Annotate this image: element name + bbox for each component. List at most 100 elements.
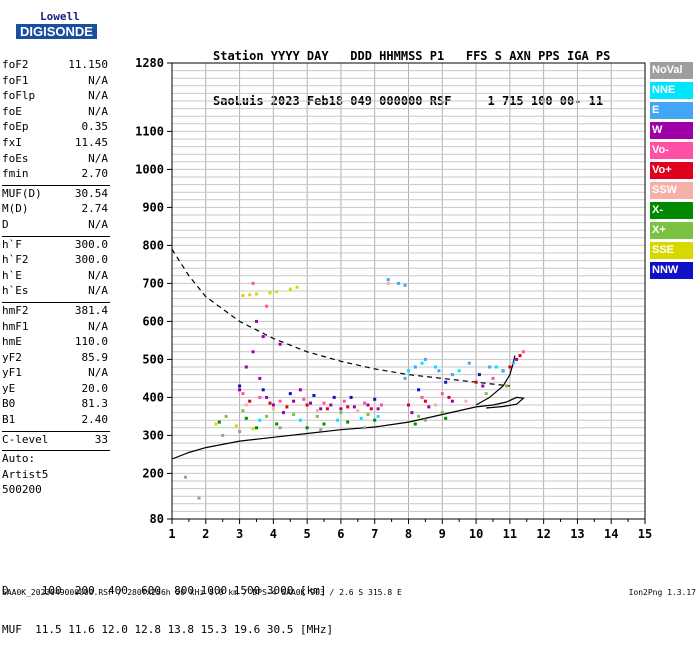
point-noval bbox=[238, 430, 242, 434]
param-row-hmf1: hmF1 N/A bbox=[2, 320, 110, 336]
param-value: 33 bbox=[94, 432, 108, 446]
divider bbox=[2, 430, 110, 432]
point-sse bbox=[288, 287, 292, 291]
point-x bbox=[292, 413, 296, 416]
param-row-yf2: yF2 85.9 bbox=[2, 351, 110, 367]
muf-row: MUF 11.5 11.6 12.0 12.8 13.8 15.3 19.6 3… bbox=[2, 623, 334, 636]
point-x bbox=[417, 414, 421, 418]
point-noval bbox=[221, 433, 225, 437]
point-w bbox=[481, 384, 485, 388]
point-w bbox=[298, 388, 302, 392]
y-tick-label: 500 bbox=[142, 352, 164, 366]
param-value: 2.70 bbox=[81, 167, 109, 181]
point-ssw bbox=[386, 281, 390, 285]
point-e bbox=[413, 365, 417, 369]
point-w bbox=[282, 411, 285, 415]
point-noval bbox=[363, 426, 367, 430]
chart-grid bbox=[172, 63, 645, 519]
param-row-foep: foEp 0.35 bbox=[2, 120, 110, 136]
param-key: yE bbox=[2, 381, 16, 395]
point-e bbox=[403, 283, 407, 287]
param-value: 300.0 bbox=[74, 237, 108, 251]
x-tick-label: 5 bbox=[304, 527, 311, 541]
param-key: D bbox=[2, 217, 9, 231]
point-x bbox=[255, 426, 258, 430]
point-w bbox=[366, 403, 370, 407]
point-ssw bbox=[315, 409, 319, 413]
param-key: foEp bbox=[2, 120, 29, 134]
point-w bbox=[410, 411, 414, 415]
point-x bbox=[265, 414, 269, 418]
point-nne bbox=[376, 414, 380, 418]
point-e bbox=[467, 361, 471, 365]
point-e bbox=[396, 281, 400, 285]
point-nne bbox=[494, 365, 498, 369]
y-tick-label: 80 bbox=[150, 512, 164, 526]
param-row-md: M(D) 2.74 bbox=[2, 202, 110, 218]
point-ssw bbox=[356, 409, 360, 413]
point-noval bbox=[184, 475, 187, 479]
param-row-mufd: MUF(D) 30.54 bbox=[2, 187, 110, 203]
point-e bbox=[437, 369, 441, 373]
param-row-fxi: fxI 11.45 bbox=[2, 136, 110, 152]
point-vo bbox=[268, 401, 272, 405]
point-w bbox=[244, 365, 248, 369]
point-w bbox=[339, 407, 343, 411]
point-sse bbox=[234, 424, 238, 428]
point-nne bbox=[407, 369, 410, 373]
chart-axes: 1 2 3 4 5 6 7 8 9 10 11 12 13 14 158020030040050060070… bbox=[135, 56, 652, 541]
point-x bbox=[241, 409, 245, 413]
param-key: foF1 bbox=[2, 73, 29, 87]
point-ssw bbox=[464, 399, 468, 403]
header-line-1: Station YYYY DAY DDD HHMMSS P1 FFS S AXN… bbox=[213, 49, 611, 63]
x-tick-label: 3 bbox=[236, 527, 243, 541]
param-row-foe: foE N/A bbox=[2, 105, 110, 121]
param-key: C-level bbox=[2, 432, 49, 446]
param-value: N/A bbox=[88, 366, 108, 380]
param-value: N/A bbox=[88, 268, 108, 282]
logo-maker: Lowell bbox=[40, 10, 80, 23]
point-nnw bbox=[417, 388, 421, 392]
point-vo bbox=[241, 392, 245, 396]
point-sse bbox=[275, 290, 279, 294]
point-vo bbox=[420, 395, 424, 399]
param-key: yF1 bbox=[2, 366, 22, 380]
ionogram-chart: 1 2 3 4 5 6 7 8 9 10 11 12 13 14 158020030040050060070… bbox=[135, 56, 652, 541]
point-nne bbox=[258, 418, 262, 422]
point-vo bbox=[491, 376, 495, 380]
param-group-profile: hmF2 381.4 hmF1 N/A hmE 110.0 yF2 85.9 yF1 N/A yE 2… bbox=[2, 304, 110, 429]
point-vo bbox=[346, 405, 350, 409]
point-e bbox=[403, 376, 407, 380]
point-x bbox=[315, 414, 319, 418]
param-row-hf: h`F 300.0 bbox=[2, 238, 110, 254]
x-tick-label: 13 bbox=[570, 527, 584, 541]
point-nnw bbox=[261, 388, 265, 392]
param-row-hmf2: hmF2 381.4 bbox=[2, 304, 110, 320]
autoscale-version: 500200 bbox=[2, 483, 42, 497]
point-sse bbox=[241, 294, 245, 298]
point-vo bbox=[440, 392, 444, 396]
y-tick-label: 1100 bbox=[135, 124, 164, 138]
param-value: 11.150 bbox=[68, 58, 108, 71]
point-vo bbox=[285, 405, 289, 409]
point-e bbox=[511, 361, 515, 365]
legend-item-ssw: SSW bbox=[650, 182, 693, 199]
legend-item-x-: X- bbox=[650, 202, 693, 219]
param-row-clevel: C-level 33 bbox=[2, 433, 110, 449]
point-vo bbox=[251, 281, 255, 285]
divider bbox=[2, 450, 110, 452]
x-tick-label: 2 bbox=[202, 527, 209, 541]
point-w bbox=[278, 342, 282, 346]
point-w bbox=[265, 395, 269, 399]
param-key: B0 bbox=[2, 397, 16, 411]
param-value: N/A bbox=[88, 284, 108, 298]
param-value: 81.3 bbox=[81, 397, 109, 411]
param-row-hf2: h`F2 300.0 bbox=[2, 253, 110, 269]
param-key: fxI bbox=[2, 135, 22, 149]
param-value: N/A bbox=[88, 217, 108, 231]
parameters-panel: foF2 11.150 foF1 N/A foFlp N/A foE N/A foEp 0.35 f… bbox=[2, 58, 110, 499]
param-row-b1: B1 2.40 bbox=[2, 413, 110, 429]
point-nne bbox=[434, 365, 437, 369]
point-vo bbox=[248, 399, 252, 403]
point-w bbox=[238, 388, 242, 392]
